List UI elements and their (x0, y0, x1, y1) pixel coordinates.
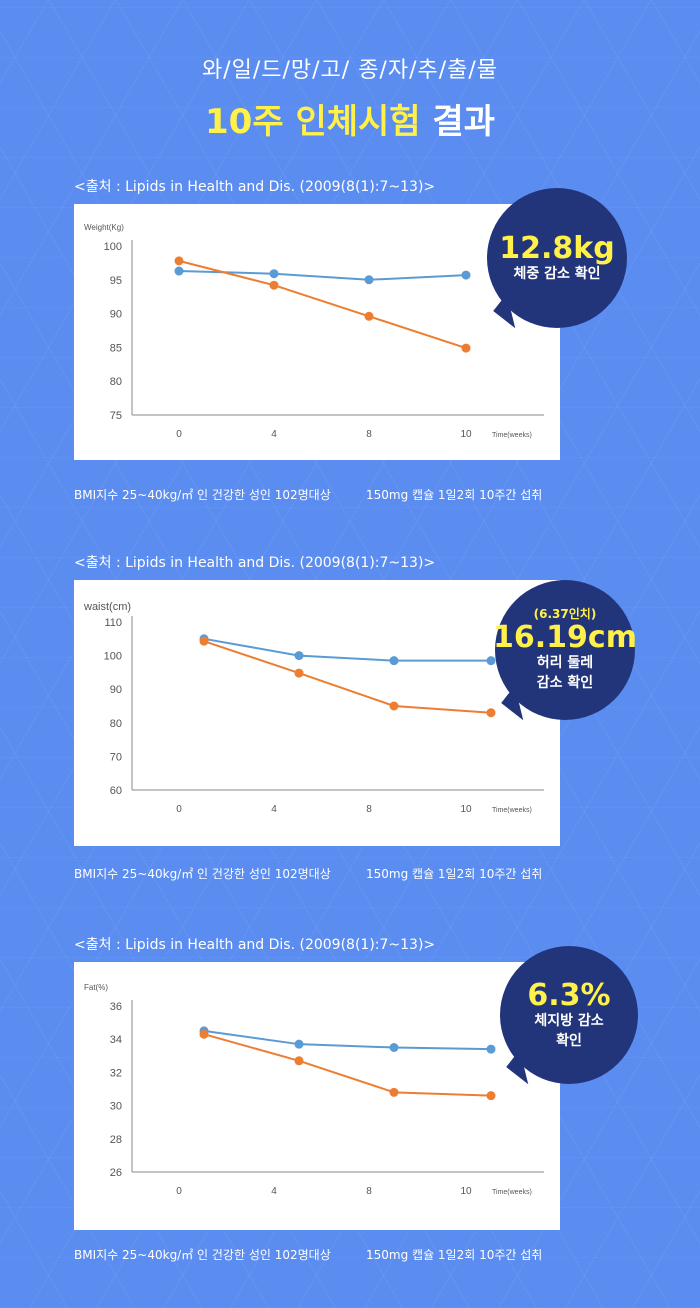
page-subtitle: 와/일/드/망/고/ 종/자/추/출/물 (201, 58, 499, 83)
bubble-text-line2: 감소 확인 (536, 674, 594, 691)
x-tick-label: 8 (366, 1186, 372, 1197)
data-point (486, 1091, 496, 1101)
y-tick-label: 60 (110, 785, 122, 797)
y-tick-label: 34 (110, 1034, 122, 1046)
data-point (389, 656, 399, 666)
result-bubble-weight: 12.8kg 체중 감소 확인 (487, 188, 627, 328)
x-tick-label: 8 (366, 429, 372, 440)
data-point (461, 270, 471, 280)
x-tick-label: 10 (460, 1186, 472, 1197)
y-tick-label: 70 (110, 751, 122, 763)
title-highlight: 10주 인체시험 (205, 102, 421, 142)
data-point (486, 656, 496, 666)
bubble-note: (6.37인치) (533, 606, 597, 621)
bubble-value: 16.19cm (493, 620, 637, 656)
x-tick-label: 10 (460, 429, 472, 440)
y-tick-label: 26 (110, 1167, 122, 1179)
y-tick-label: 110 (104, 617, 122, 629)
weight-chart: Weight(Kg) 75 80 85 90 95 100 0 4 8 10 Time(weeks) (84, 223, 544, 440)
x-tick-label: 0 (176, 1186, 182, 1197)
source-citation-1: <출처 : Lipids in Health and Dis. (2009(8(… (74, 179, 436, 195)
y-tick-label: 85 (110, 342, 122, 354)
source-citation-2: <출처 : Lipids in Health and Dis. (2009(8(… (74, 555, 436, 571)
y-tick-label: 80 (110, 376, 122, 388)
data-point (174, 256, 184, 266)
x-tick-label: 4 (271, 429, 277, 440)
data-point (389, 1043, 399, 1052)
x-tick-label: 4 (271, 1186, 277, 1197)
data-point (389, 1087, 399, 1097)
chart-panel-waist: waist(cm) 60 70 80 90 100 110 0 4 8 10 Time(weeks) (74, 580, 560, 846)
x-tick-label: 10 (460, 804, 472, 815)
y-axis-label: Weight(Kg) (84, 223, 124, 232)
footer-subjects: BMI지수 25~40kg/㎡ 인 건강한 성인 102명대상 (74, 488, 331, 502)
y-tick-label: 28 (110, 1134, 122, 1146)
x-axis-label: Time(weeks) (492, 432, 532, 439)
bubble-text: 체중 감소 확인 (513, 265, 601, 282)
y-tick-label: 100 (104, 651, 122, 663)
y-tick-label: 30 (110, 1101, 122, 1113)
x-tick-label: 0 (176, 429, 182, 440)
page-title: 10주 인체시험 결과 (0, 94, 700, 143)
waist-chart: waist(cm) 60 70 80 90 100 110 0 4 8 10 Time(weeks) (83, 601, 544, 815)
y-axis-label: Fat(%) (84, 983, 108, 992)
y-tick-label: 100 (104, 241, 122, 253)
x-axis-label: Time(weeks) (492, 807, 532, 814)
data-point (364, 275, 374, 285)
footer-dosage: 150mg 캡슐 1일2회 10주간 섭취 (366, 867, 543, 881)
data-point (174, 266, 184, 276)
result-bubble-fat: 6.3% 체지방 감소 확인 (500, 946, 638, 1084)
data-point (389, 701, 399, 711)
x-axis-label: Time(weeks) (492, 1189, 532, 1196)
series-line (203, 637, 491, 662)
data-point (199, 636, 209, 646)
bubble-text-line1: 허리 둘레 (536, 655, 594, 672)
bubble-text-line2: 확인 (556, 1032, 582, 1049)
data-point (199, 1029, 209, 1039)
page-header: 와/일/드/망/고/ 종/자/추/출/물 10주 인체시험 결과 (0, 52, 700, 143)
data-point (294, 1039, 304, 1049)
footer-dosage: 150mg 캡슐 1일2회 10주간 섭취 (366, 1248, 543, 1262)
x-tick-label: 0 (176, 804, 182, 815)
y-tick-label: 95 (110, 275, 122, 287)
y-tick-label: 90 (110, 309, 122, 321)
footer-dosage: 150mg 캡슐 1일2회 10주간 섭취 (366, 488, 543, 502)
y-axis-label: waist(cm) (83, 601, 131, 613)
footer-subjects: BMI지수 25~40kg/㎡ 인 건강한 성인 102명대상 (74, 1248, 331, 1262)
chart-panel-weight: Weight(Kg) 75 80 85 90 95 100 0 4 8 10 Time(weeks) (74, 204, 560, 460)
y-tick-label: 80 (110, 718, 122, 730)
footer-subjects: BMI지수 25~40kg/㎡ 인 건강한 성인 102명대상 (74, 867, 331, 881)
x-tick-label: 8 (366, 804, 372, 815)
y-tick-label: 75 (110, 410, 122, 422)
series-line (203, 1033, 492, 1097)
data-point (294, 651, 304, 661)
series-line (178, 259, 467, 350)
x-tick-label: 4 (271, 804, 277, 815)
bubble-value: 6.3% (527, 977, 611, 1013)
bubble-text-line1: 체지방 감소 (534, 1012, 604, 1029)
y-tick-label: 36 (110, 1001, 122, 1013)
data-point (294, 668, 304, 678)
data-point (269, 269, 279, 279)
bubble-value: 12.8kg (499, 230, 615, 266)
series-line (203, 1029, 492, 1051)
data-point (364, 311, 374, 321)
y-tick-label: 32 (110, 1067, 122, 1079)
source-citation-3: <출처 : Lipids in Health and Dis. (2009(8(… (74, 937, 436, 953)
fat-chart: Fat(%) 26 28 30 32 34 36 0 4 8 10 Time(weeks) (84, 983, 544, 1197)
chart-panel-fat: Fat(%) 26 28 30 32 34 36 0 4 8 10 Time(weeks) (74, 962, 560, 1230)
result-bubble-waist: (6.37인치) 16.19cm 허리 둘레 감소 확인 (493, 580, 637, 720)
data-point (294, 1056, 304, 1066)
data-point (461, 343, 471, 353)
data-point (269, 280, 279, 290)
y-tick-label: 90 (110, 684, 122, 696)
title-rest: 결과 (432, 102, 495, 142)
data-point (486, 1044, 496, 1054)
data-point (486, 708, 496, 718)
series-line (203, 640, 492, 714)
